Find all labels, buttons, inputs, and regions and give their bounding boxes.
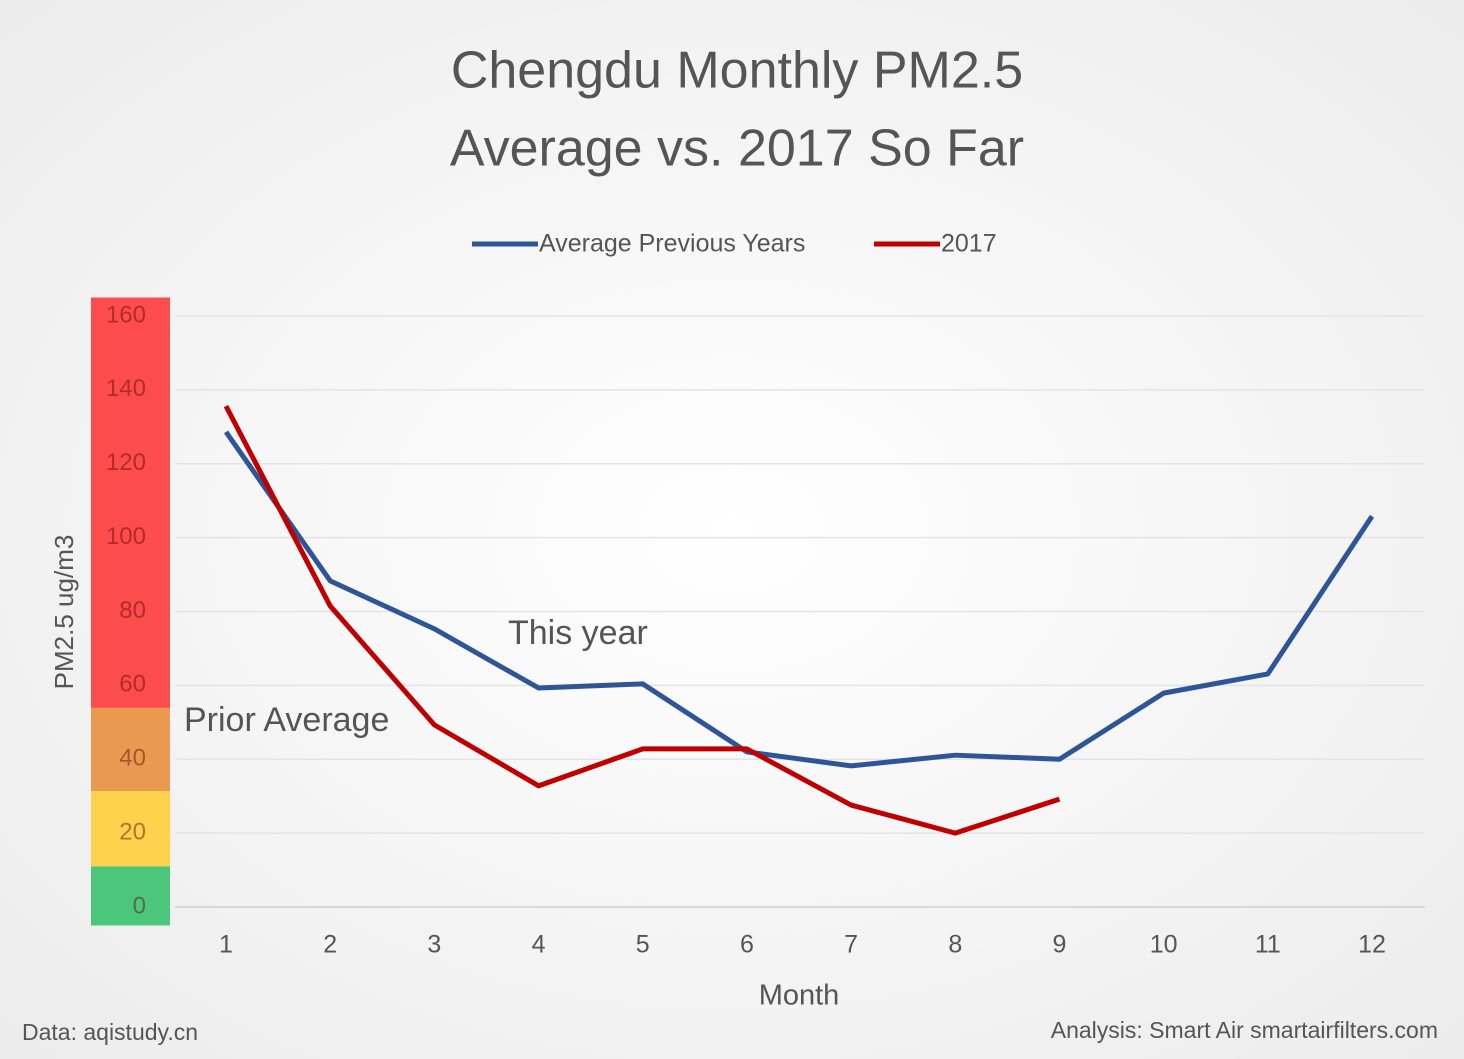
annotation: Prior Average [184,701,389,739]
chart-title: Average vs. 2017 So Far [450,120,1024,178]
aqi-band [91,791,170,867]
x-tick-label: 5 [636,931,650,959]
x-tick-label: 8 [948,931,962,959]
x-tick-label: 10 [1150,931,1178,959]
y-axis-label: PM2.5 ug/m3 [49,535,79,690]
series-line [223,430,1375,769]
y-tick-label: 160 [106,301,146,328]
y-tick-label: 40 [119,745,146,772]
aqi-band [91,297,170,708]
aqi-band [91,866,170,926]
x-tick-label: 9 [1053,931,1067,959]
y-tick-label: 0 [133,892,146,919]
x-tick-label: 4 [532,931,546,959]
x-tick-label: 3 [427,931,441,959]
x-axis-label: Month [759,980,840,1012]
source: Data: aqistudy.cn [22,1019,198,1045]
x-tick-label: 11 [1255,931,1281,959]
x-tick-label: 1 [219,931,233,959]
y-tick-label: 140 [106,375,146,402]
x-tick-label: 12 [1358,931,1386,959]
y-tick-label: 100 [106,523,146,550]
y-tick-label: 120 [106,449,146,476]
y-tick-label: 20 [119,818,146,845]
aqi-band [91,707,170,792]
series-line [223,404,1061,836]
chart-title: Chengdu Monthly PM2.5 [451,42,1023,100]
y-tick-label: 60 [119,671,146,698]
annotation: This year [508,614,648,652]
y-tick-label: 80 [119,597,146,624]
legend-label: Average Previous Years [539,230,805,258]
source: Analysis: Smart Air smartairfilters.com [1051,1017,1438,1043]
legend-label: 2017 [941,230,997,258]
x-tick-label: 2 [323,931,337,959]
x-tick-label: 7 [844,931,858,959]
x-tick-label: 6 [740,931,754,959]
